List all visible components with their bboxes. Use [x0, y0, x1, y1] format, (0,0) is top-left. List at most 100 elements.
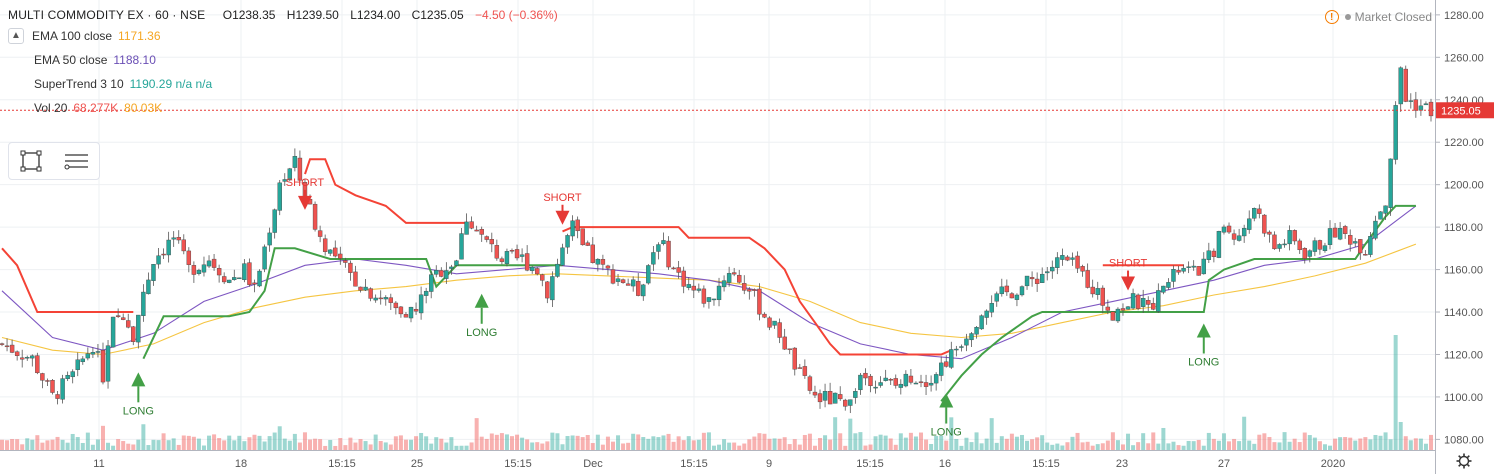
price-tick-label: 1140.00	[1444, 307, 1483, 319]
supertrend-green_2	[940, 204, 1416, 402]
rectangle-tool-icon[interactable]	[19, 149, 43, 173]
candle-body	[923, 382, 929, 387]
candle-body	[716, 285, 722, 301]
candle-body	[944, 361, 949, 367]
candle-body	[782, 336, 787, 350]
candle-body	[590, 244, 595, 263]
price-axis: 1080.00 1100.00 1120.00 1140.00 1160.00 1180.…	[1435, 0, 1494, 474]
volume-bar	[242, 441, 247, 450]
candle-body	[1428, 101, 1434, 117]
volume-bar	[302, 432, 307, 450]
candle-body	[1060, 255, 1065, 260]
symbol-title[interactable]: MULTI COMMODITY EX · 60 · NSE	[8, 8, 206, 22]
volume-bar	[1075, 432, 1080, 450]
volume-bar	[1030, 439, 1035, 450]
time-axis: 11 18 15:15 25 15:15 Dec 15:15 9 15:15 16 15:15 23 2…	[0, 450, 1472, 474]
candle-body	[802, 366, 808, 376]
candle-body	[1353, 241, 1358, 244]
candle-body	[1151, 303, 1156, 310]
candle-body	[625, 283, 631, 286]
candle-body	[913, 382, 919, 385]
volume-bar	[60, 439, 65, 450]
candle-body	[181, 239, 186, 252]
candle-body	[95, 351, 101, 353]
indicator-supertrend[interactable]: SuperTrend 3 10 1190.29 n/a n/a	[8, 72, 558, 96]
volume-bar	[742, 443, 747, 450]
volume-bar	[681, 440, 686, 450]
volume-bar	[1105, 440, 1110, 450]
volume-bar	[1429, 434, 1433, 450]
chevron-up-icon[interactable]: ▲	[8, 28, 24, 44]
candle-body	[555, 263, 560, 277]
candle-body	[939, 362, 944, 376]
candle-body	[918, 381, 924, 383]
candle-body	[969, 333, 974, 341]
candle-body	[499, 258, 505, 262]
indicator-ema100[interactable]: ▲ EMA 100 close 1171.36	[8, 24, 558, 48]
candle-body	[656, 244, 661, 252]
volume-bar	[939, 435, 944, 450]
volume-bar	[348, 437, 353, 450]
long-arrow-icon	[939, 393, 954, 408]
settings-icon[interactable]	[1456, 453, 1472, 469]
volume-bar	[580, 437, 585, 450]
candle-body	[75, 359, 80, 370]
candle-body	[1135, 294, 1141, 309]
volume-bar	[868, 444, 873, 450]
volume-bar	[121, 441, 126, 450]
candle-body	[474, 229, 479, 232]
candle-body	[40, 373, 45, 381]
candle-body	[439, 270, 444, 277]
volume-bar	[984, 438, 989, 450]
long-label: LONG	[123, 405, 154, 417]
candle-body	[418, 294, 424, 314]
volume-bar	[95, 439, 100, 450]
volume-bar	[797, 444, 802, 450]
volume-bar	[525, 439, 530, 450]
candle-body	[262, 246, 267, 270]
candle-body	[70, 371, 75, 378]
volume-bar	[378, 440, 383, 450]
candle-body	[1146, 300, 1151, 305]
candle-body	[398, 306, 404, 315]
lines-menu-icon[interactable]	[62, 149, 90, 173]
candle-body	[1024, 275, 1030, 287]
candle-body	[1272, 234, 1277, 250]
volume-bar	[55, 436, 60, 450]
volume-bar	[232, 440, 237, 450]
candle-body	[1171, 269, 1176, 282]
volume-bar	[227, 435, 232, 450]
time-tick-label: 15:15	[856, 458, 884, 470]
candle-body	[1282, 243, 1287, 246]
volume-bar	[85, 432, 90, 450]
volume-bar	[1004, 438, 1009, 450]
market-status[interactable]: ! Market Closed	[1324, 10, 1432, 24]
candle-body	[297, 157, 303, 181]
indicator-ema50[interactable]: EMA 50 close 1188.10	[8, 48, 558, 72]
volume-bar	[1378, 435, 1383, 450]
candle-body	[878, 382, 883, 386]
candle-body	[292, 156, 298, 168]
volume-bar	[297, 442, 302, 450]
volume-bar	[777, 438, 782, 450]
candle-body	[1398, 67, 1403, 105]
volume-bar	[373, 434, 378, 450]
short-arrow-icon	[1121, 276, 1136, 291]
indicator-name: Vol 20	[34, 101, 68, 115]
volume-bar	[75, 437, 80, 450]
volume-bar	[1050, 444, 1055, 450]
price-tick-label: 1260.00	[1444, 52, 1484, 64]
volume-bar	[1009, 433, 1014, 450]
candle-body	[964, 338, 969, 346]
candle-body	[1221, 226, 1227, 233]
volume-bar	[171, 438, 176, 450]
volume-bar	[924, 439, 929, 450]
indicator-volume[interactable]: Vol 20 68.277K 80.03K	[8, 96, 558, 120]
candle-body	[1383, 205, 1388, 214]
volume-bar	[1317, 441, 1322, 450]
volume-bar	[737, 445, 742, 450]
time-tick-label: 18	[235, 458, 247, 470]
long-label: LONG	[931, 427, 962, 439]
volume-bar	[499, 433, 504, 450]
